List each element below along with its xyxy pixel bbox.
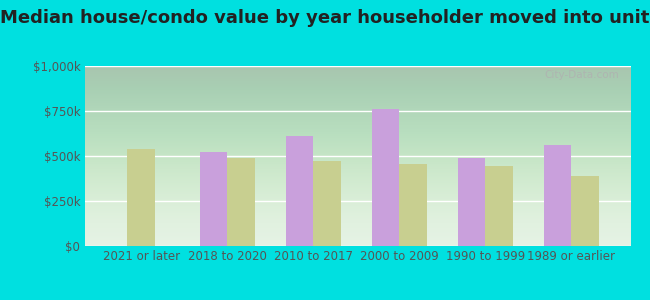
Bar [200,152,227,246]
Bar [485,166,513,246]
Bar [543,145,571,246]
Bar [543,145,571,246]
Bar [399,164,426,246]
Bar [227,158,255,246]
Bar [313,160,341,246]
Text: City-Data.com: City-Data.com [545,70,619,80]
Bar [458,158,485,246]
Bar [372,109,399,246]
Bar [399,164,426,246]
Bar [286,136,313,246]
Bar [227,158,255,246]
Bar [571,176,599,246]
Bar [127,149,155,246]
Bar [286,136,313,246]
Text: Median house/condo value by year householder moved into unit: Median house/condo value by year househo… [0,9,650,27]
Bar [200,152,227,246]
Bar [485,166,513,246]
Bar [571,176,599,246]
Bar [127,149,155,246]
Bar [372,109,399,246]
Bar [313,160,341,246]
Bar [458,158,485,246]
